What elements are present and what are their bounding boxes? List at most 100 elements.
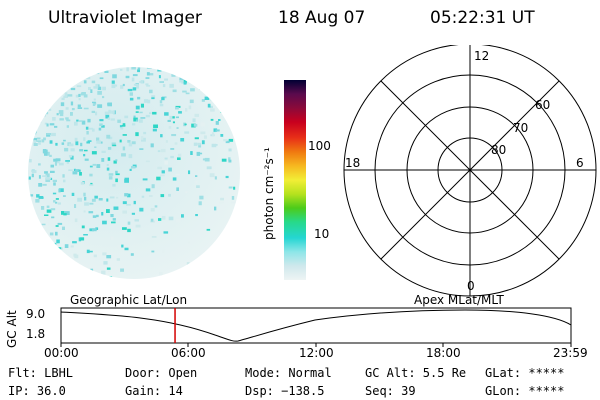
uv-speckle xyxy=(83,234,88,236)
uv-image xyxy=(28,60,240,285)
uv-speckle xyxy=(175,105,181,108)
lat-label-60: 60 xyxy=(535,98,550,112)
uv-speckle xyxy=(90,276,93,279)
uv-speckle xyxy=(28,112,34,114)
uv-speckle xyxy=(99,67,104,69)
colorbar-gradient xyxy=(284,80,306,280)
uv-speckle xyxy=(172,177,177,181)
uv-speckle xyxy=(44,240,48,243)
uv-speckle xyxy=(168,216,174,221)
uv-speckle xyxy=(131,67,136,70)
uv-speckle xyxy=(228,148,232,152)
uv-speckle xyxy=(145,114,150,118)
timeline-y-tick-max: 9.0 xyxy=(26,307,46,321)
uv-speckle xyxy=(30,215,36,218)
uv-speckle xyxy=(225,140,230,144)
uv-speckle xyxy=(81,225,85,229)
uv-speckle xyxy=(131,60,135,62)
uv-image-disc xyxy=(28,67,240,279)
uv-speckle xyxy=(42,276,47,279)
uv-speckle xyxy=(233,186,236,190)
uv-speckle xyxy=(135,111,139,113)
uv-speckle xyxy=(200,122,205,127)
uv-speckle xyxy=(57,247,62,250)
uv-speckle xyxy=(132,87,137,91)
uv-speckle xyxy=(92,215,97,218)
uv-speckle xyxy=(72,171,78,175)
uv-speckle xyxy=(219,201,224,204)
uv-speckle xyxy=(80,181,85,185)
uv-speckle xyxy=(140,136,144,140)
seq-readout: Seq: 39 xyxy=(365,384,416,398)
uv-speckle xyxy=(102,86,106,91)
uv-speckle xyxy=(52,268,57,272)
uv-speckle xyxy=(130,253,134,256)
uv-speckle xyxy=(156,62,161,65)
uv-speckle xyxy=(83,94,88,98)
uv-speckle xyxy=(65,270,71,274)
uv-speckle xyxy=(70,155,74,160)
uv-speckle xyxy=(40,61,44,65)
uv-speckle xyxy=(228,70,234,74)
uv-speckle xyxy=(164,112,169,116)
uv-speckle xyxy=(122,201,127,205)
uv-speckle xyxy=(126,204,131,206)
uv-speckle xyxy=(35,199,40,203)
uv-speckle xyxy=(228,159,232,163)
uv-speckle xyxy=(128,154,133,159)
uv-speckle xyxy=(46,205,50,208)
uv-speckle xyxy=(68,169,73,171)
uv-speckle xyxy=(28,176,31,180)
uv-speckle xyxy=(152,128,157,132)
uv-speckle xyxy=(132,123,136,126)
uv-speckle xyxy=(35,97,40,102)
uv-speckle xyxy=(234,67,238,71)
uv-speckle xyxy=(110,214,114,218)
uv-speckle xyxy=(94,282,98,285)
timeline-x-tick-1200: 12:00 xyxy=(299,346,334,360)
uv-speckle xyxy=(28,122,31,125)
uv-speckle xyxy=(129,97,134,101)
uv-speckle xyxy=(122,123,126,126)
uv-speckle xyxy=(178,111,182,114)
uv-speckle xyxy=(28,208,31,211)
uv-speckle xyxy=(139,81,144,83)
uv-speckle xyxy=(122,210,127,214)
uv-speckle xyxy=(223,110,226,114)
polar-grid: 12 18 6 0 60 70 80 xyxy=(343,45,597,297)
uv-speckle xyxy=(120,69,123,71)
uv-speckle xyxy=(67,94,73,97)
uv-speckle xyxy=(235,71,239,75)
uv-speckle xyxy=(44,214,49,216)
uv-speckle xyxy=(106,255,112,259)
uv-speckle xyxy=(198,201,202,206)
uv-speckle xyxy=(134,219,139,222)
uv-speckle xyxy=(46,75,50,79)
uv-speckle xyxy=(80,237,85,241)
uv-speckle xyxy=(28,90,33,94)
uv-speckle xyxy=(71,108,75,111)
uv-speckle xyxy=(145,77,150,79)
uv-speckle xyxy=(97,104,103,108)
uv-speckle xyxy=(83,107,89,110)
uv-speckle xyxy=(150,143,154,148)
uv-speckle xyxy=(199,88,204,90)
uv-speckle xyxy=(230,201,236,204)
uv-speckle xyxy=(33,68,39,71)
uv-speckle xyxy=(36,117,41,120)
uv-speckle xyxy=(195,180,198,184)
uv-speckle xyxy=(33,130,37,134)
uv-speckle xyxy=(67,69,72,72)
uv-speckle xyxy=(94,146,97,148)
uv-speckle xyxy=(162,84,166,88)
uv-speckle xyxy=(44,153,48,156)
uv-speckle xyxy=(62,226,65,230)
uv-speckle xyxy=(220,134,224,137)
uv-speckle xyxy=(119,139,122,143)
uv-speckle xyxy=(107,103,110,106)
uv-speckle xyxy=(52,242,57,246)
uv-speckle xyxy=(189,99,194,104)
uv-speckle xyxy=(105,114,110,119)
uv-speckle xyxy=(83,192,86,197)
uv-speckle xyxy=(88,250,93,253)
